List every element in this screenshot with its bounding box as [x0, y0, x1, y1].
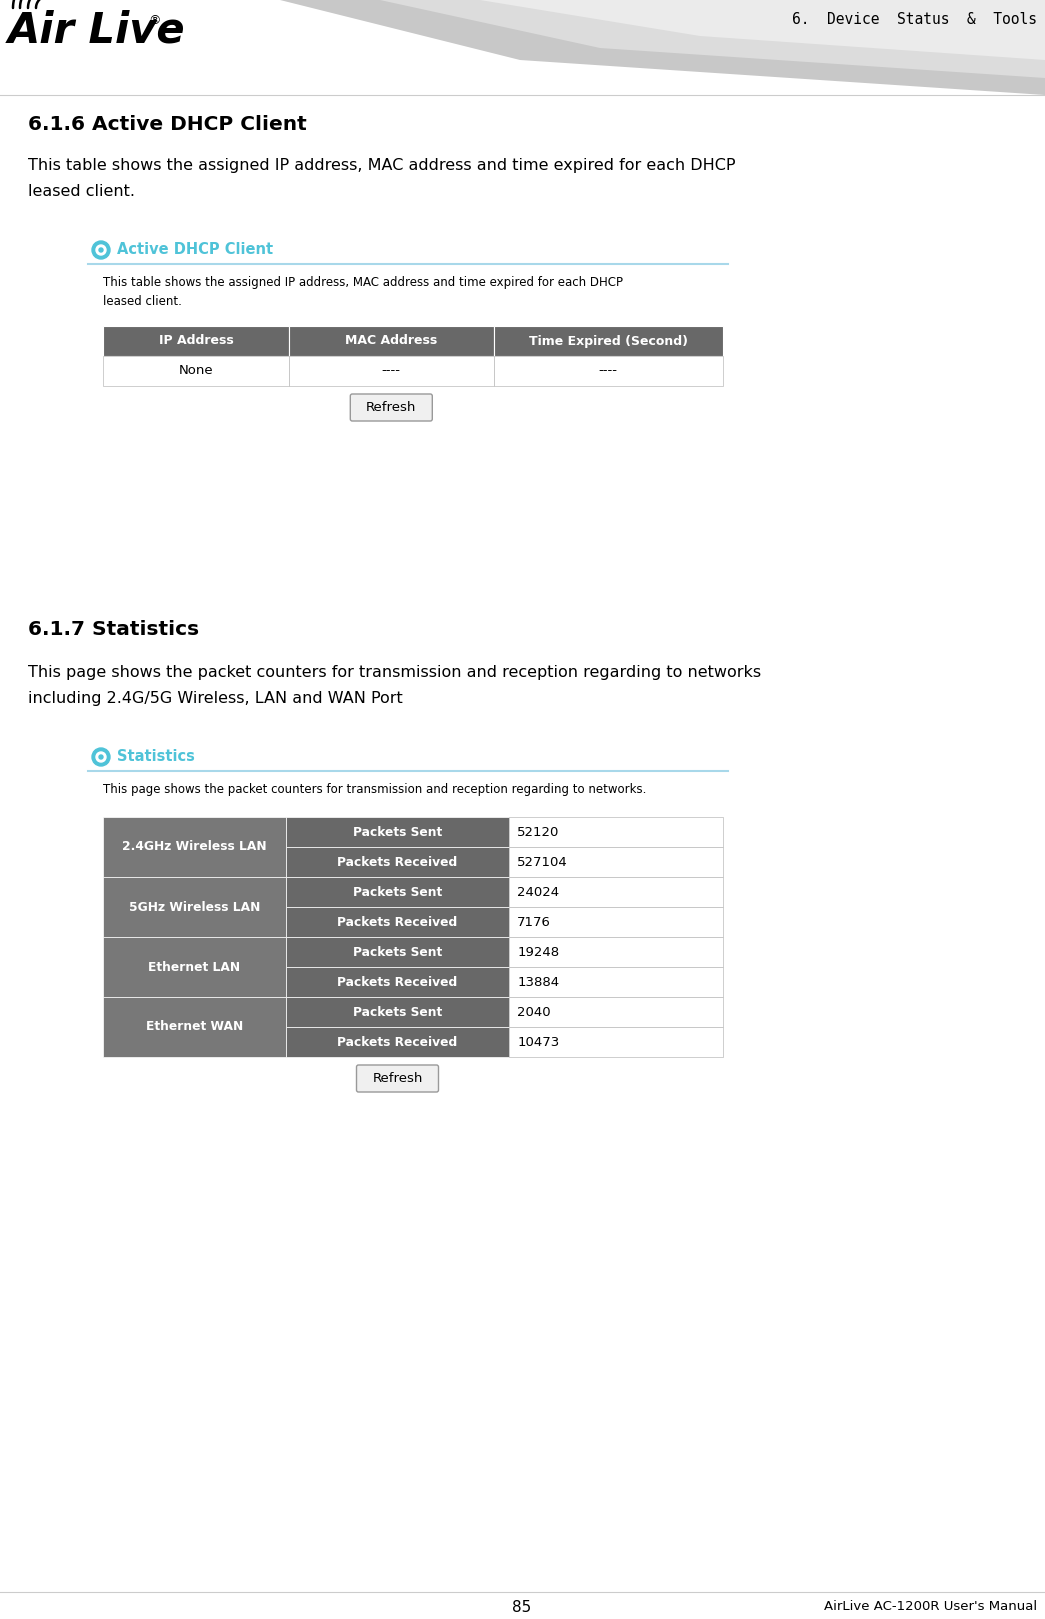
Text: Packets Sent: Packets Sent: [353, 1005, 442, 1018]
Circle shape: [99, 248, 103, 253]
Text: 2.4GHz Wireless LAN: 2.4GHz Wireless LAN: [122, 840, 266, 853]
FancyBboxPatch shape: [509, 877, 723, 907]
Circle shape: [96, 244, 106, 256]
Text: ----: ----: [381, 364, 401, 377]
FancyBboxPatch shape: [509, 937, 723, 967]
Text: 85: 85: [512, 1600, 532, 1616]
Text: Packets Received: Packets Received: [338, 855, 458, 868]
Text: ®: ®: [148, 15, 161, 28]
FancyBboxPatch shape: [286, 877, 509, 907]
Circle shape: [92, 241, 110, 259]
FancyBboxPatch shape: [509, 1026, 723, 1057]
FancyBboxPatch shape: [286, 847, 509, 877]
Text: Statistics: Statistics: [117, 750, 194, 764]
Circle shape: [92, 748, 110, 766]
FancyBboxPatch shape: [286, 967, 509, 997]
Text: 10473: 10473: [517, 1036, 559, 1049]
Text: 19248: 19248: [517, 945, 559, 958]
FancyBboxPatch shape: [286, 818, 509, 847]
FancyBboxPatch shape: [493, 325, 723, 356]
Polygon shape: [280, 0, 1045, 96]
Text: This table shows the assigned IP address, MAC address and time expired for each : This table shows the assigned IP address…: [28, 159, 736, 199]
FancyBboxPatch shape: [509, 997, 723, 1026]
FancyBboxPatch shape: [286, 997, 509, 1026]
Text: Active DHCP Client: Active DHCP Client: [117, 241, 273, 257]
Text: Refresh: Refresh: [366, 402, 417, 414]
FancyBboxPatch shape: [103, 937, 286, 997]
Text: MAC Address: MAC Address: [345, 335, 438, 348]
Text: Packets Sent: Packets Sent: [353, 886, 442, 899]
FancyBboxPatch shape: [509, 907, 723, 937]
FancyBboxPatch shape: [509, 967, 723, 997]
Text: 527104: 527104: [517, 855, 567, 868]
Text: Ethernet WAN: Ethernet WAN: [146, 1020, 243, 1033]
Text: This page shows the packet counters for transmission and reception regarding to : This page shows the packet counters for …: [28, 665, 761, 706]
FancyBboxPatch shape: [509, 818, 723, 847]
Text: Packets Sent: Packets Sent: [353, 945, 442, 958]
FancyBboxPatch shape: [493, 356, 723, 385]
FancyBboxPatch shape: [289, 325, 493, 356]
Text: Ethernet LAN: Ethernet LAN: [148, 960, 240, 973]
Text: Air Live: Air Live: [8, 10, 186, 52]
FancyBboxPatch shape: [509, 847, 723, 877]
Text: This page shows the packet counters for transmission and reception regarding to : This page shows the packet counters for …: [103, 784, 647, 797]
FancyBboxPatch shape: [286, 907, 509, 937]
FancyBboxPatch shape: [350, 393, 433, 421]
Text: 6.1.6 Active DHCP Client: 6.1.6 Active DHCP Client: [28, 115, 307, 134]
Text: ----: ----: [599, 364, 618, 377]
Text: Packets Received: Packets Received: [338, 976, 458, 989]
Text: Packets Received: Packets Received: [338, 915, 458, 929]
Text: 7176: 7176: [517, 915, 551, 929]
FancyBboxPatch shape: [103, 325, 289, 356]
Circle shape: [99, 754, 103, 759]
Text: Packets Sent: Packets Sent: [353, 826, 442, 839]
Text: 24024: 24024: [517, 886, 559, 899]
Text: 6.1.7 Statistics: 6.1.7 Statistics: [28, 620, 200, 640]
Polygon shape: [480, 0, 1045, 60]
Text: Time Expired (Second): Time Expired (Second): [529, 335, 688, 348]
Text: 6.  Device  Status  &  Tools: 6. Device Status & Tools: [792, 11, 1037, 28]
Text: IP Address: IP Address: [159, 335, 233, 348]
FancyBboxPatch shape: [103, 997, 286, 1057]
Text: None: None: [179, 364, 213, 377]
Text: Refresh: Refresh: [372, 1072, 422, 1085]
FancyBboxPatch shape: [356, 1065, 439, 1091]
FancyBboxPatch shape: [286, 937, 509, 967]
Polygon shape: [380, 0, 1045, 78]
FancyBboxPatch shape: [103, 356, 289, 385]
FancyBboxPatch shape: [286, 1026, 509, 1057]
Circle shape: [96, 751, 106, 763]
Text: 52120: 52120: [517, 826, 559, 839]
FancyBboxPatch shape: [103, 877, 286, 937]
FancyBboxPatch shape: [103, 818, 286, 877]
Text: 5GHz Wireless LAN: 5GHz Wireless LAN: [129, 900, 260, 913]
Text: Packets Received: Packets Received: [338, 1036, 458, 1049]
Text: This table shows the assigned IP address, MAC address and time expired for each : This table shows the assigned IP address…: [103, 275, 623, 308]
FancyBboxPatch shape: [289, 356, 493, 385]
Text: 13884: 13884: [517, 976, 559, 989]
Text: 2040: 2040: [517, 1005, 551, 1018]
Text: AirLive AC-1200R User's Manual: AirLive AC-1200R User's Manual: [823, 1600, 1037, 1613]
